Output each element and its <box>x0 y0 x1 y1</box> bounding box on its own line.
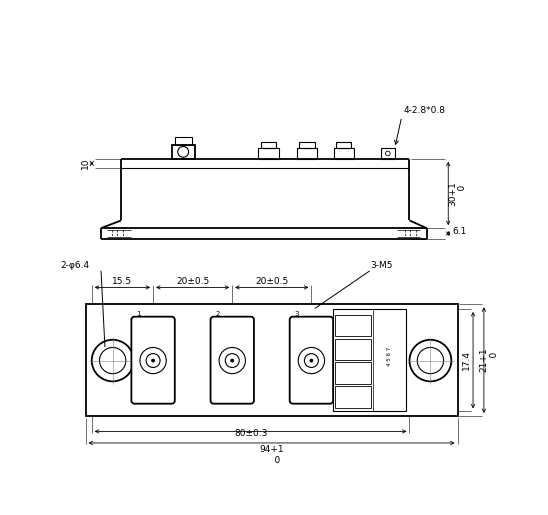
Bar <box>335 339 371 360</box>
FancyBboxPatch shape <box>132 317 175 404</box>
Text: 80±0.3: 80±0.3 <box>234 428 267 438</box>
Bar <box>85 304 458 416</box>
Text: 2-φ6.4: 2-φ6.4 <box>60 261 89 270</box>
Bar <box>299 142 315 148</box>
Bar <box>261 142 276 148</box>
Bar <box>172 145 195 159</box>
Text: 94+1
    0: 94+1 0 <box>259 445 284 465</box>
Text: 20±0.5: 20±0.5 <box>255 277 288 286</box>
Text: 17.4: 17.4 <box>463 350 471 370</box>
Bar <box>334 148 353 159</box>
Circle shape <box>231 359 234 362</box>
Circle shape <box>152 359 155 362</box>
Text: 1: 1 <box>136 311 140 317</box>
Text: 20±0.5: 20±0.5 <box>176 277 209 286</box>
Bar <box>336 142 351 148</box>
Bar <box>333 309 407 411</box>
Text: 15.5: 15.5 <box>112 277 133 286</box>
FancyBboxPatch shape <box>290 317 333 404</box>
Text: 30+1
    0: 30+1 0 <box>448 181 467 206</box>
Text: 10: 10 <box>81 158 90 169</box>
Text: 2: 2 <box>215 311 220 317</box>
Text: 4 5 6 7: 4 5 6 7 <box>387 347 392 366</box>
Circle shape <box>310 359 313 362</box>
Text: 3-M5: 3-M5 <box>371 261 393 270</box>
Text: 21+1
    0: 21+1 0 <box>480 348 499 372</box>
Bar <box>297 148 317 159</box>
Text: 4-2.8*0.8: 4-2.8*0.8 <box>403 106 446 115</box>
Bar <box>335 315 371 336</box>
FancyBboxPatch shape <box>210 317 254 404</box>
Text: 6.1: 6.1 <box>452 227 466 236</box>
Bar <box>335 363 371 384</box>
Bar <box>258 148 278 159</box>
Bar <box>381 148 395 159</box>
Bar <box>175 138 192 145</box>
Bar <box>335 386 371 407</box>
Text: 3: 3 <box>294 311 299 317</box>
